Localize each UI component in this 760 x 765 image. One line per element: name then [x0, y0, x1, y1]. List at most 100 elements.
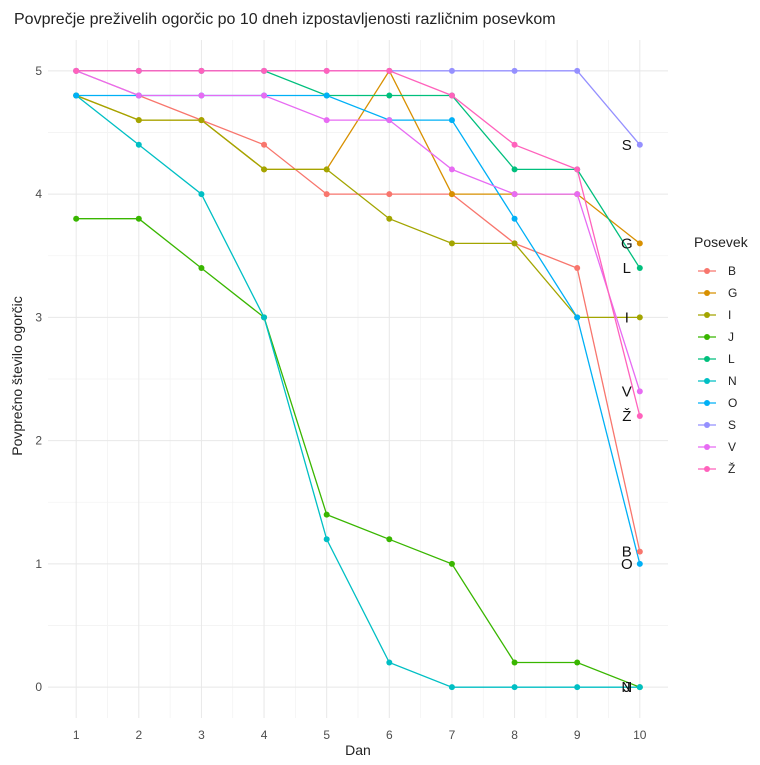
legend-key-point-Ž [704, 466, 710, 472]
data-point-O [448, 117, 455, 124]
x-tick-label: 9 [574, 728, 581, 742]
data-point-N [448, 684, 455, 691]
data-point-S [636, 141, 643, 148]
data-point-V [135, 92, 142, 99]
data-point-B [261, 141, 268, 148]
x-tick-label: 10 [633, 728, 647, 742]
end-label-I: I [625, 309, 629, 326]
end-label-L: L [623, 260, 631, 277]
data-point-N [135, 141, 142, 148]
data-point-V [636, 388, 643, 395]
data-point-I [323, 166, 330, 173]
y-tick-label: 0 [35, 680, 42, 694]
data-point-S [448, 67, 455, 74]
axis-ticks: 1 2 3 4 5 6 7 8 9 10 0 1 2 3 4 5 [35, 64, 646, 742]
data-point-N [511, 684, 518, 691]
legend-key-point-L [704, 356, 710, 362]
data-point-J [386, 536, 393, 543]
data-point-Ž [73, 67, 80, 74]
data-point-Ž [261, 67, 268, 74]
data-point-V [323, 117, 330, 124]
data-point-I [448, 240, 455, 247]
legend-label-N: N [728, 374, 737, 388]
data-point-J [511, 659, 518, 666]
data-point-B [636, 548, 643, 555]
y-tick-label: 4 [35, 187, 42, 201]
legend-key-point-G [704, 290, 710, 296]
data-point-N [386, 659, 393, 666]
end-label-Ž: Ž [622, 408, 631, 425]
legend-label-Ž: Ž [728, 461, 735, 476]
x-tick-label: 1 [73, 728, 80, 742]
data-point-L [511, 166, 518, 173]
data-point-B [323, 191, 330, 198]
series-points [73, 67, 643, 691]
legend-key-point-B [704, 268, 710, 274]
y-tick-label: 5 [35, 64, 42, 78]
data-point-N [261, 314, 268, 321]
legend-label-J: J [728, 330, 734, 344]
data-point-S [574, 67, 581, 74]
end-label-G: G [621, 235, 633, 252]
x-tick-label: 8 [511, 728, 518, 742]
data-point-N [323, 536, 330, 543]
data-point-N [198, 191, 205, 198]
data-point-I [636, 314, 643, 321]
y-tick-label: 1 [35, 557, 42, 571]
data-point-J [135, 215, 142, 222]
data-point-G [448, 191, 455, 198]
data-point-V [448, 166, 455, 173]
end-label-J: J [623, 679, 631, 696]
data-point-V [511, 191, 518, 198]
data-point-O [73, 92, 80, 99]
data-point-I [386, 215, 393, 222]
legend-title: Posevek [694, 234, 749, 250]
data-point-G [636, 240, 643, 247]
data-point-Ž [198, 67, 205, 74]
legend-label-S: S [728, 418, 736, 432]
legend-label-B: B [728, 264, 736, 278]
data-point-V [261, 92, 268, 99]
end-label-O: O [621, 556, 633, 573]
data-point-N [636, 684, 643, 691]
x-tick-label: 3 [198, 728, 205, 742]
data-point-I [511, 240, 518, 247]
legend-key-point-V [704, 444, 710, 450]
series-lines [75, 69, 641, 688]
data-point-V [386, 117, 393, 124]
series-line-I [75, 94, 640, 319]
data-point-L [386, 92, 393, 99]
data-point-Ž [636, 412, 643, 419]
x-tick-label: 4 [261, 728, 268, 742]
data-point-L [636, 265, 643, 272]
legend-label-G: G [728, 286, 737, 300]
series-line-N [75, 94, 640, 688]
data-point-V [574, 191, 581, 198]
series-line-Ž [76, 70, 641, 417]
data-point-O [323, 92, 330, 99]
data-point-V [198, 92, 205, 99]
y-axis-label: Povprečno število ogorčic [9, 296, 25, 456]
data-point-O [636, 560, 643, 567]
data-point-B [574, 265, 581, 272]
x-tick-label: 5 [323, 728, 330, 742]
legend-key-point-N [704, 378, 710, 384]
data-point-N [574, 684, 581, 691]
data-point-I [261, 166, 268, 173]
legend-label-L: L [728, 352, 735, 366]
data-point-Ž [511, 141, 518, 148]
data-point-B [386, 191, 393, 198]
series-line-V [75, 70, 641, 392]
legend-key-point-J [704, 334, 710, 340]
end-label-V: V [622, 383, 632, 400]
end-labels: B G I J L N O S VŽ [621, 137, 633, 696]
x-tick-label: 6 [386, 728, 393, 742]
x-tick-label: 2 [135, 728, 142, 742]
x-axis-label: Dan [345, 742, 371, 758]
data-point-O [574, 314, 581, 321]
y-tick-label: 3 [35, 310, 42, 324]
